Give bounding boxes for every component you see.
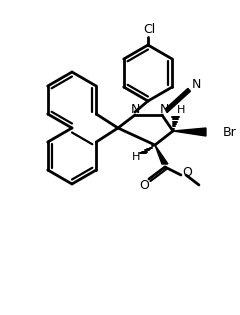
- Text: H: H: [132, 152, 140, 162]
- Text: N: N: [130, 102, 140, 116]
- Text: H: H: [177, 105, 185, 115]
- Text: O: O: [182, 167, 192, 180]
- Text: Br: Br: [223, 125, 237, 139]
- Text: N: N: [159, 102, 169, 116]
- Polygon shape: [173, 128, 206, 136]
- Text: N: N: [191, 77, 201, 90]
- Text: Cl: Cl: [143, 23, 155, 36]
- Polygon shape: [155, 145, 168, 164]
- Text: O: O: [139, 180, 149, 192]
